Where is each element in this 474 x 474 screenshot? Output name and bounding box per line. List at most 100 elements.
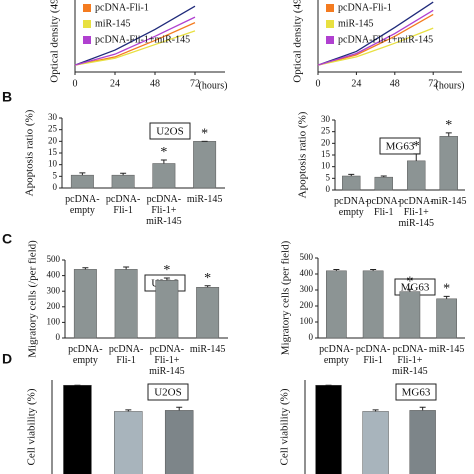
line <box>74 16 196 66</box>
bar <box>164 410 194 474</box>
y-tick-label: 0 <box>53 182 58 192</box>
bar <box>73 269 97 339</box>
legend-label: miR-145 <box>338 18 374 29</box>
bar <box>114 269 138 339</box>
x-axis-label: (hours) <box>436 80 465 91</box>
legend-swatch <box>83 4 91 12</box>
y-tick-label: 10 <box>48 159 58 169</box>
significance-mark: * <box>163 263 170 278</box>
error-bar <box>370 269 377 271</box>
legend-label: pcDNA-Fli-1+miR-145 <box>95 34 190 45</box>
significance-mark: * <box>445 118 452 133</box>
y-tick-label: 500 <box>300 252 314 262</box>
x-tick-label: pcDNA-empty <box>334 196 368 218</box>
bar <box>407 160 426 191</box>
error-bar <box>372 409 379 412</box>
legend-label: pcDNA-Fli-1 <box>95 2 149 13</box>
y-tick-label: 300 <box>300 284 314 294</box>
error-bar <box>79 172 86 176</box>
x-tick-label: pcDNA-Fli-1 <box>106 194 140 216</box>
y-tick-label: 0 <box>326 184 331 194</box>
y-tick-label: 400 <box>300 268 314 278</box>
error-bar <box>176 406 183 411</box>
significance-mark: * <box>204 271 211 286</box>
error-bar <box>348 173 355 176</box>
legend-label: pcDNA-Fli-1 <box>338 2 392 13</box>
legend-swatch <box>326 36 334 44</box>
error-bar <box>380 175 387 178</box>
x-tick-label: pcDNA-Fli-1+ miR-145 <box>146 194 182 227</box>
bar <box>114 411 143 474</box>
x-tick-label: 72 <box>428 78 438 89</box>
bar <box>362 270 384 339</box>
legend-swatch <box>83 20 91 28</box>
y-tick-label: 5 <box>53 170 58 180</box>
x-tick-label: pcDNA-empty <box>319 344 353 366</box>
panel-label: D <box>2 351 12 367</box>
line <box>317 13 434 66</box>
y-axis-label: Apoptosis ratio (%) <box>24 109 36 196</box>
bar <box>362 411 389 474</box>
y-tick-label: 5 <box>326 172 331 182</box>
error-bar <box>443 295 450 299</box>
y-tick-label: 25 <box>48 124 58 134</box>
line <box>317 1 434 66</box>
y-tick-label: 15 <box>48 147 58 157</box>
x-axis-label: (hours) <box>199 80 228 91</box>
error-bar <box>160 159 167 164</box>
x-tick-label: 48 <box>390 78 400 89</box>
legend-swatch <box>326 4 334 12</box>
error-bar <box>413 153 420 161</box>
y-tick-label: 400 <box>47 270 61 280</box>
error-bar <box>125 409 132 412</box>
x-tick-label: miR-145 <box>190 344 226 355</box>
y-tick-label: 25 <box>321 126 331 136</box>
x-tick-label: pcDNA-empty <box>65 194 99 216</box>
bar <box>374 176 393 191</box>
title-box <box>147 383 189 401</box>
y-tick-label: 15 <box>321 149 331 159</box>
x-tick-label: pcDNA-Fli-1+ miR-145 <box>392 344 428 377</box>
y-tick-label: 10 <box>321 161 331 171</box>
chart-title: U2OS <box>154 387 182 399</box>
legend-label: pcDNA-Fli-1+miR-145 <box>338 34 433 45</box>
y-tick-label: 30 <box>48 112 58 122</box>
y-tick-label: 200 <box>47 301 61 311</box>
x-tick-label: pcDNA-Fli-1 <box>109 344 143 366</box>
y-tick-label: 0 <box>56 332 61 342</box>
x-tick-label: miR-145 <box>431 196 467 207</box>
x-tick-label: pcDNA-Fli-1+ miR-145 <box>149 344 185 377</box>
title-box <box>379 137 421 155</box>
x-tick-label: 72 <box>190 78 200 89</box>
panel-label: C <box>2 231 12 247</box>
bar <box>409 410 436 474</box>
line <box>74 22 196 66</box>
bar <box>155 280 179 339</box>
x-tick-label: 48 <box>150 78 160 89</box>
y-tick-label: 500 <box>47 254 61 264</box>
y-tick-label: 0 <box>309 332 314 342</box>
chart-title: MG63 <box>401 282 430 294</box>
significance-mark: * <box>201 127 208 142</box>
chart-title: MG63 <box>402 387 431 399</box>
x-tick-label: 24 <box>351 78 361 89</box>
x-tick-label: 0 <box>73 78 78 89</box>
error-bar <box>204 285 211 288</box>
bar <box>342 175 361 191</box>
y-tick-label: 200 <box>300 300 314 310</box>
bar <box>436 298 457 339</box>
error-bar <box>445 132 452 137</box>
chart-title: MG63 <box>386 141 415 153</box>
bar <box>399 291 421 339</box>
legend-label: miR-145 <box>95 18 131 29</box>
legend-swatch <box>326 20 334 28</box>
bar <box>152 163 176 189</box>
x-tick-label: miR-145 <box>429 344 465 355</box>
error-bar <box>419 406 426 411</box>
error-bar <box>120 172 127 176</box>
bar <box>63 384 92 474</box>
line <box>317 9 434 66</box>
x-tick-label: pcDNA-Fli-1 <box>356 344 390 366</box>
x-tick-label: 24 <box>110 78 120 89</box>
